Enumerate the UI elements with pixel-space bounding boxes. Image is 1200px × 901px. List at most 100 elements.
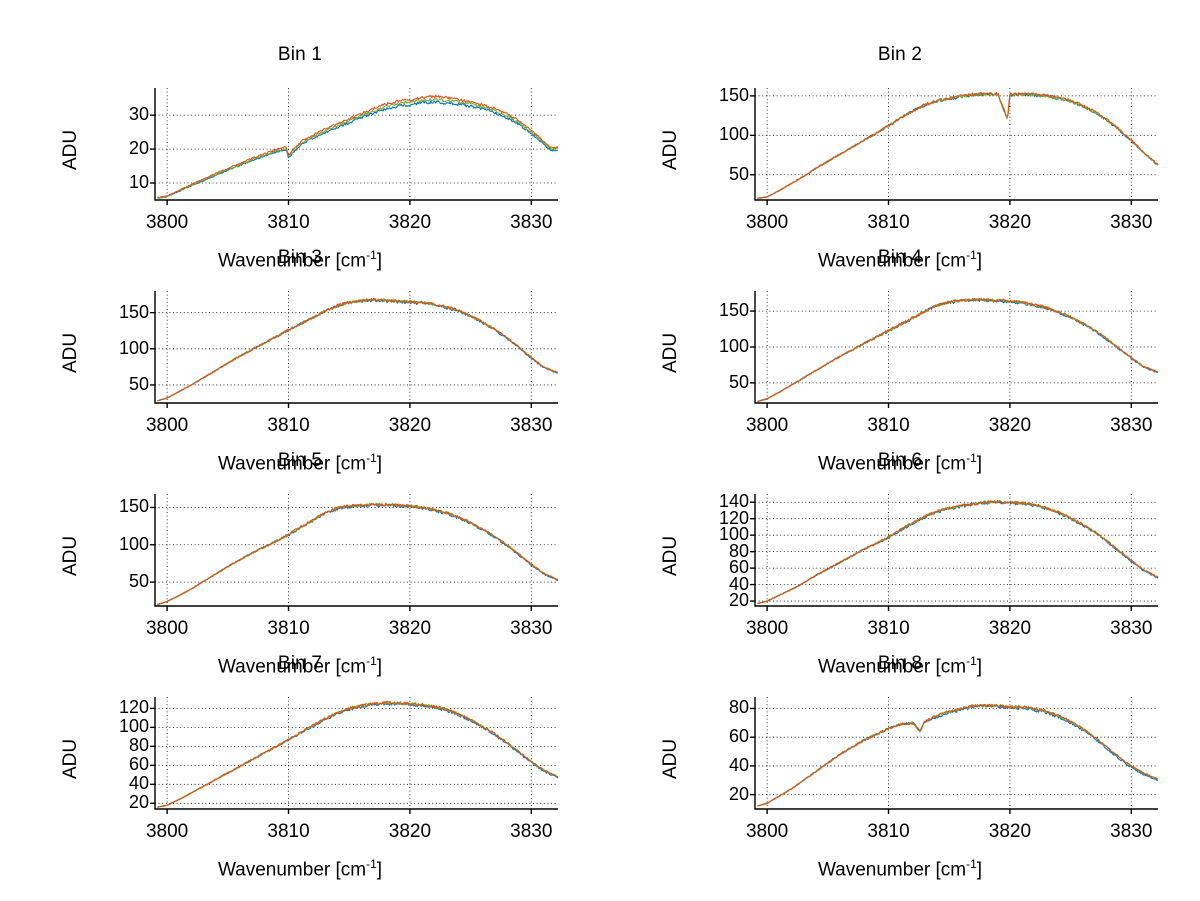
x-axis-label: Wavenumber [cm-1] [217,857,383,881]
data-series-line [157,701,559,808]
x-tick-label: 3810 [267,821,310,842]
x-tick-label: 3830 [1110,212,1153,233]
x-tick-label: 3820 [388,618,432,639]
data-series-line [757,703,1159,807]
y-tick-label: 100 [718,336,749,356]
panel-title: Bin 6 [877,450,923,471]
x-tick-label: 3800 [145,618,189,639]
y-tick-label: 150 [718,300,749,321]
data-series-line [157,700,559,808]
axis-lines [754,291,1158,404]
plot-panel-bin-5: Bin 5 ADU Wavenumber [cm-1] 50 100 150 3800 381… [0,446,600,677]
x-tick-label: 3810 [267,618,310,639]
panel-title: Bin 4 [877,247,923,268]
y-tick-label: 80 [728,697,749,718]
data-series-line [157,700,559,808]
y-tick-label: 20 [728,783,749,804]
y-tick-label: 120 [118,697,149,718]
data-series-line [757,297,1159,403]
y-tick-label: 100 [118,337,149,358]
x-tick-label: 3810 [267,415,310,436]
plot-panel-bin-6: Bin 6 ADU Wavenumber [cm-1] 20 40 60 80 100 120 1… [600,446,1200,677]
plot-area [150,291,559,408]
plot-panel-bin-1: Bin 1 ADU Wavenumber [cm-1] 10 20 30 3800 3810 3… [0,40,600,271]
plot-panel-bin-4: Bin 4 ADU Wavenumber [cm-1] 50 100 150 3800 381… [600,243,1200,474]
plot-area [750,494,1159,611]
plot-area [750,291,1159,408]
x-tick-label: 3800 [745,618,789,639]
axis-lines [154,494,558,607]
y-tick-label: 150 [718,84,749,105]
plot-area [150,494,559,611]
plot-area [150,88,559,205]
data-series-line [157,297,558,402]
plot-panel-bin-8: Bin 8 ADU Wavenumber [cm-1] 20 40 60 80 3800 381… [600,649,1200,880]
y-tick-label: 20 [128,792,149,813]
y-tick-label: 150 [118,496,149,517]
x-tick-label: 3830 [1110,821,1153,842]
x-axis-label: Wavenumber [cm-1] [817,857,983,881]
data-series-line [757,703,1159,807]
data-series-line [757,297,1159,403]
y-tick-label: 100 [118,533,149,554]
x-tick-label: 3820 [388,212,432,233]
x-tick-label: 3820 [988,821,1032,842]
y-tick-label: 10 [128,172,149,193]
y-tick-label: 100 [718,124,749,145]
axis-lines [154,697,558,810]
data-series-line [757,92,1159,199]
data-series-line [157,298,559,402]
x-tick-label: 3820 [988,212,1032,233]
x-tick-label: 3820 [988,618,1032,639]
panel-title: Bin 1 [277,44,323,65]
y-tick-label: 40 [728,754,749,775]
x-tick-label: 3830 [510,212,553,233]
data-series-line [157,503,559,606]
y-tick-label: 100 [118,716,149,737]
x-axis-label: Wavenumber [cm-1] [817,248,983,272]
y-tick-label: 40 [128,773,149,794]
x-tick-label: 3830 [1110,415,1153,436]
x-tick-label: 3810 [867,618,910,639]
panel-title: Bin 5 [277,450,323,471]
y-tick-label: 50 [128,373,149,394]
x-tick-label: 3810 [867,821,910,842]
x-tick-label: 3820 [988,415,1032,436]
plot-panel-bin-7: Bin 7 ADU Wavenumber [cm-1] 20 40 60 80 100 120 3… [0,649,600,880]
y-tick-label: 80 [128,735,149,756]
x-tick-label: 3800 [745,821,789,842]
y-tick-label: 30 [128,104,149,125]
y-tick-label: 50 [128,571,149,592]
plot-panel-bin-2: Bin 2 ADU Wavenumber [cm-1] 50 100 150 3800 381… [600,40,1200,271]
axis-lines [754,494,1158,607]
plot-panel-bin-3: Bin 3 ADU Wavenumber [cm-1] 50 100 150 3800 381… [0,243,600,474]
data-series-line [157,502,559,606]
panel-title: Bin 7 [277,653,323,674]
y-tick-label: 20 [128,138,149,159]
data-series-line [157,297,559,402]
data-series-line [157,100,559,199]
plot-area [750,88,1159,205]
axis-lines [754,697,1158,810]
x-tick-label: 3810 [867,415,910,436]
x-axis-label: Wavenumber [cm-1] [817,654,983,678]
y-tick-label: 150 [118,301,149,322]
y-tick-label: 100 [718,524,749,545]
x-tick-label: 3800 [745,212,789,233]
y-tick-label: 120 [718,507,749,528]
data-series-line [157,98,559,199]
y-tick-label: 40 [728,573,749,594]
x-tick-label: 3800 [145,415,189,436]
x-tick-label: 3820 [388,821,432,842]
x-axis-label: Wavenumber [cm-1] [217,654,383,678]
y-tick-label: 50 [728,163,749,184]
data-series-line [757,500,1159,604]
x-tick-label: 3830 [510,618,553,639]
x-tick-label: 3830 [1110,618,1153,639]
panel-title: Bin 3 [277,247,323,268]
x-tick-label: 3820 [388,415,432,436]
y-tick-label: 50 [728,371,749,392]
x-tick-label: 3830 [510,821,553,842]
data-series-line [157,94,559,199]
